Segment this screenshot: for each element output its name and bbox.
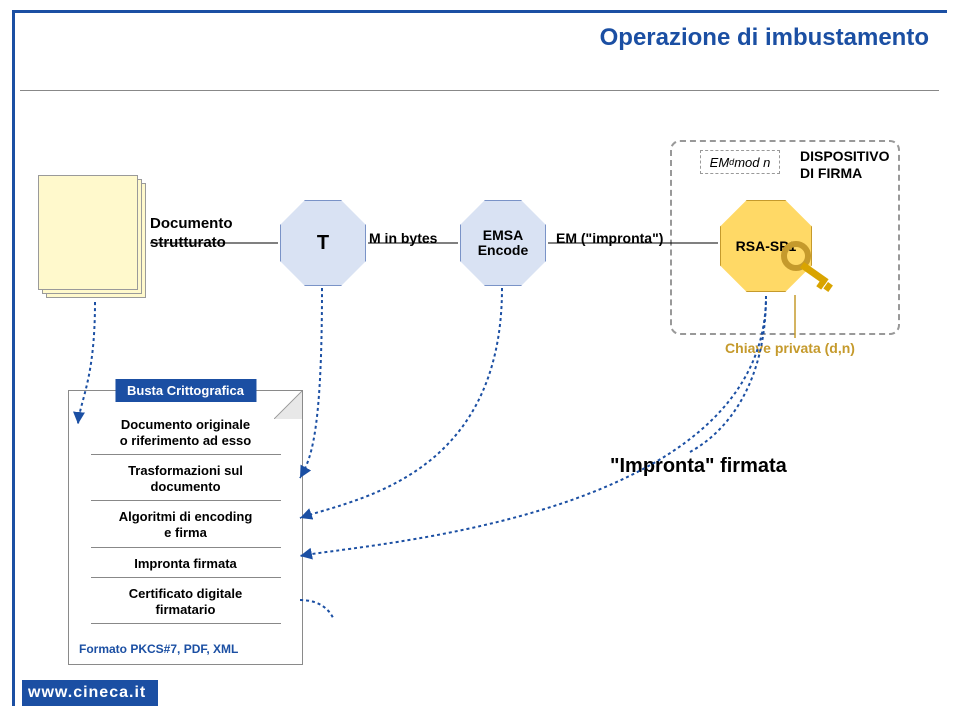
divider: [20, 90, 939, 91]
signed-imprint-label: "Impronta" firmata: [610, 455, 787, 478]
source-document-icon: [38, 175, 148, 300]
source-document-label: Documentostrutturato: [150, 215, 270, 253]
flow-label-em: EM ("impronta"): [556, 230, 663, 246]
em-formula: EMd mod n: [700, 150, 780, 174]
crypto-envelope-title: Busta Crittografica: [115, 379, 256, 402]
envelope-row: Trasformazioni suldocumento: [91, 455, 281, 501]
envelope-row: Documento originaleo riferimento ad esso: [91, 409, 281, 455]
crypto-envelope-rows: Documento originaleo riferimento ad esso…: [69, 391, 302, 624]
key-icon: [780, 240, 840, 300]
crypto-envelope-footer: Formato PKCS#7, PDF, XML: [79, 642, 238, 656]
envelope-row: Certificato digitalefirmatario: [91, 578, 281, 624]
page-title: Operazione di imbustamento: [600, 24, 929, 52]
crypto-envelope: Busta Crittografica Documento originaleo…: [68, 390, 303, 665]
envelope-row: Impronta firmata: [91, 548, 281, 579]
envelope-row: Algoritmi di encodinge firma: [91, 501, 281, 547]
private-key-label: Chiave privata (d,n): [710, 340, 870, 356]
signature-device-label: DISPOSITIVODI FIRMA: [800, 148, 889, 182]
flow-label-minbytes: M in bytes: [369, 230, 437, 246]
emsa-encode-node: EMSAEncode: [460, 200, 546, 286]
transform-t-node: T: [280, 200, 366, 286]
footer-url: www.cineca.it: [22, 680, 158, 706]
